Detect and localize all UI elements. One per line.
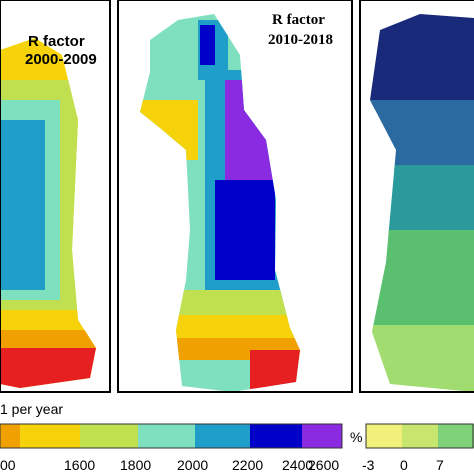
- legend-tick: 2400: [282, 457, 313, 473]
- legend-swatch: [195, 424, 250, 448]
- legend-frame: [365, 423, 474, 449]
- legend-swatch: [138, 424, 195, 448]
- panel-title: R factor: [272, 12, 325, 28]
- map-panel-right: [359, 0, 474, 393]
- region: [370, 165, 474, 235]
- region: [370, 14, 474, 110]
- map-panel-middle: R factor 2010-2018: [117, 0, 353, 393]
- panel-period: 2000-2009: [25, 51, 97, 68]
- legend-swatch: [302, 424, 342, 448]
- legend-tick: 1800: [120, 457, 151, 473]
- legend-swatch: [366, 424, 402, 448]
- legend-left: 1 per year 00 1600 1800 2000 2200 2400 2…: [0, 401, 343, 473]
- map: [370, 14, 474, 392]
- legend-tick: 2000: [177, 457, 208, 473]
- region: [370, 230, 474, 330]
- region: [225, 80, 275, 190]
- region: [200, 25, 215, 65]
- region: [0, 330, 96, 350]
- panel-frame: [117, 0, 353, 393]
- legend-swatch: [250, 424, 302, 448]
- legend-swatch: [80, 424, 138, 448]
- legend-tick: 1600: [64, 457, 95, 473]
- legend-tick: 7: [436, 457, 444, 473]
- legend-swatch: [402, 424, 438, 448]
- region: [215, 180, 275, 280]
- panel-title: R factor: [28, 33, 85, 50]
- region: [140, 315, 300, 340]
- region: [0, 120, 45, 290]
- region: [140, 100, 198, 160]
- legend-frame: [0, 423, 343, 449]
- region: [370, 100, 474, 170]
- legend-swatch: [438, 424, 474, 448]
- legend-tick: -3: [362, 457, 375, 473]
- panel-frame: [0, 0, 111, 393]
- region: [140, 338, 300, 360]
- legend-unit: %: [350, 429, 362, 445]
- panel-frame: [359, 0, 474, 393]
- legend-swatch: [0, 424, 20, 448]
- region: [370, 325, 474, 392]
- legend-tick: 0: [400, 457, 408, 473]
- map: [140, 14, 300, 392]
- legend-caption: 1 per year: [0, 401, 63, 417]
- map-panel-left: R factor 2000-2009: [0, 0, 111, 393]
- legend-tick: 2600: [308, 457, 339, 473]
- legend-tick: 2200: [232, 457, 263, 473]
- legend-tick: 00: [0, 457, 16, 473]
- panel-period: 2010-2018: [268, 32, 333, 48]
- legend-swatch: [20, 424, 80, 448]
- region: [0, 348, 96, 388]
- legend-right: % -3 0 7: [350, 423, 474, 473]
